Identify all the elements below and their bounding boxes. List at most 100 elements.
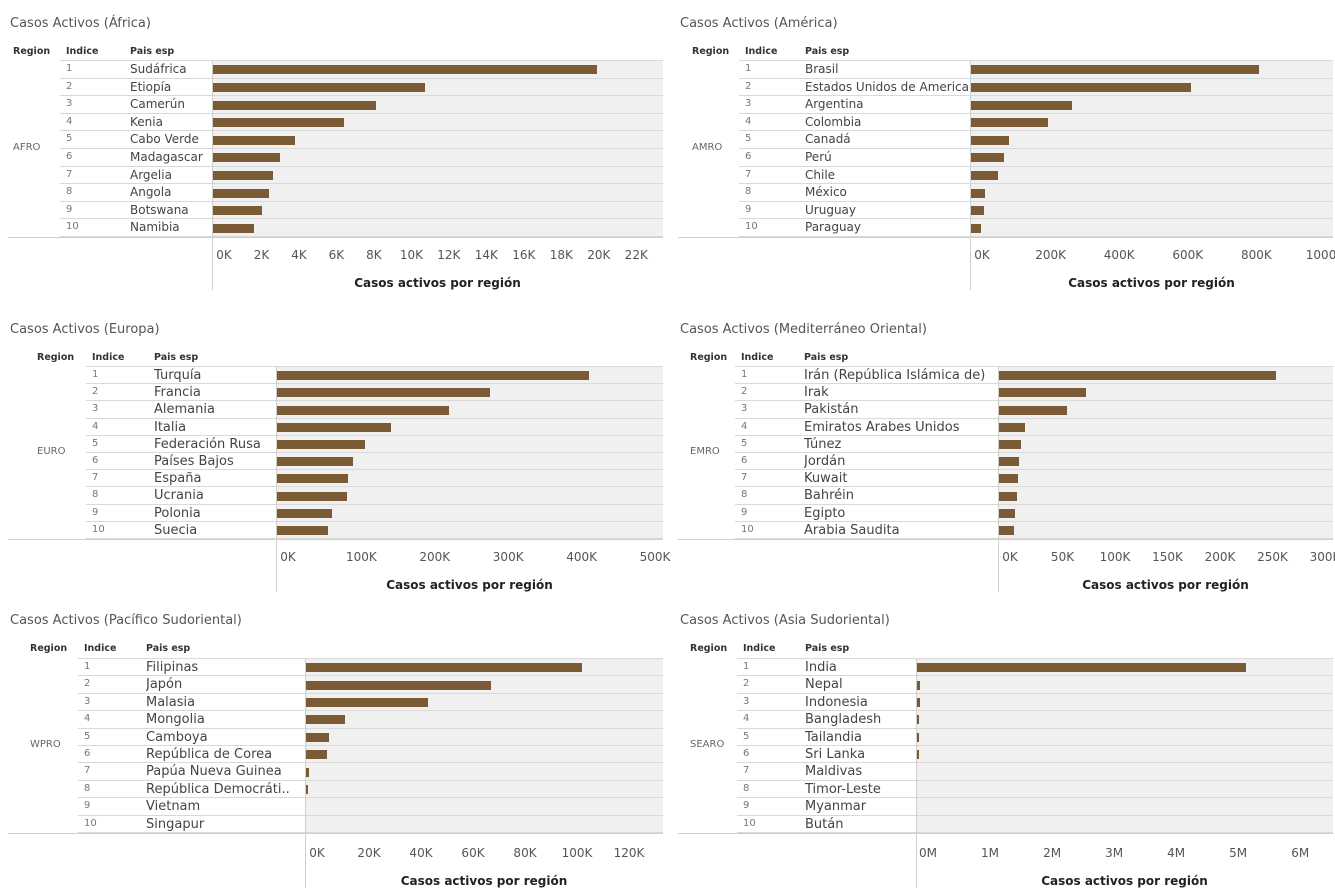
bar-sri-lanka[interactable] — [917, 750, 919, 760]
bar-jord-n[interactable] — [999, 457, 1019, 467]
bar-irak[interactable] — [999, 388, 1087, 398]
row-separator — [737, 762, 1333, 764]
bar-egipto[interactable] — [999, 508, 1015, 518]
plot-row-background — [305, 798, 663, 815]
row-separator — [735, 486, 1333, 488]
country-label: España — [154, 471, 202, 487]
row-index: 1 — [741, 369, 748, 380]
bar-estados-unidos-de-america[interactable] — [971, 82, 1191, 92]
table-top-border — [86, 366, 663, 367]
bar-ir-n-rep-blica-isl-mica-de-[interactable] — [999, 371, 1277, 381]
region-header: Region — [690, 643, 728, 654]
row-index: 5 — [66, 133, 73, 145]
bar-namibia[interactable] — [213, 223, 255, 233]
row-separator — [78, 832, 663, 833]
bar-francia[interactable] — [277, 388, 490, 398]
x-tick-label: 20K — [587, 248, 611, 262]
bar-botswana[interactable] — [213, 206, 262, 216]
bar-arabia-saudita[interactable] — [999, 525, 1014, 535]
bar-italia[interactable] — [277, 422, 391, 432]
row-index: 5 — [745, 133, 752, 145]
country-label: Chile — [805, 167, 836, 182]
country-label: Jordán — [804, 454, 846, 469]
region-code: SEARO — [690, 739, 725, 750]
row-index: 2 — [743, 678, 750, 690]
region-header: Region — [30, 643, 68, 654]
bar-kenia[interactable] — [213, 118, 345, 128]
bar-emiratos-rabes-unidos[interactable] — [999, 422, 1026, 432]
table-bottom-border — [678, 237, 1333, 238]
plot-row-background — [916, 815, 1333, 832]
plot-row-background — [970, 201, 1333, 219]
country-label: Tailandia — [805, 729, 863, 745]
row-index: 6 — [743, 748, 750, 759]
bar-alemania[interactable] — [277, 405, 450, 415]
row-index: 5 — [741, 437, 748, 449]
row-index: 9 — [741, 506, 748, 518]
bar-rep-blica-de-corea[interactable] — [306, 750, 327, 760]
bar-suecia[interactable] — [277, 525, 329, 535]
bar-brasil[interactable] — [971, 65, 1260, 75]
row-separator — [86, 383, 663, 385]
row-separator — [739, 77, 1333, 79]
bar-tailandia[interactable] — [917, 732, 919, 742]
bar-malasia[interactable] — [306, 698, 429, 707]
bar-bangladesh[interactable] — [917, 715, 919, 725]
x-tick-label: 22K — [624, 248, 648, 262]
bar-polonia[interactable] — [277, 508, 333, 518]
bar-pakist-n[interactable] — [999, 405, 1068, 415]
bar-pap-a-nueva-guinea[interactable] — [306, 767, 309, 777]
bar-sud-frica[interactable] — [213, 65, 598, 75]
country-label: Maldivas — [805, 764, 863, 780]
row-index: 1 — [745, 63, 752, 74]
bar-ucrania[interactable] — [277, 491, 348, 501]
bar-etiop-a[interactable] — [213, 82, 425, 92]
row-index: 8 — [741, 489, 748, 501]
bar-espa-a[interactable] — [277, 474, 349, 484]
bar-federaci-n-rusa[interactable] — [277, 439, 366, 449]
bar-india[interactable] — [917, 663, 1246, 673]
row-index: 8 — [66, 186, 73, 198]
row-separator — [735, 400, 1333, 402]
bar-colombia[interactable] — [971, 118, 1049, 128]
bar-argelia[interactable] — [213, 170, 273, 180]
plot-row-background — [916, 746, 1333, 763]
bar-angola[interactable] — [213, 188, 270, 198]
row-index: 2 — [745, 80, 752, 92]
bar-turqu-a[interactable] — [277, 371, 589, 381]
row-index: 10 — [92, 523, 105, 535]
bar-per-[interactable] — [971, 153, 1004, 163]
bar-m-xico[interactable] — [971, 188, 985, 198]
bar-indonesia[interactable] — [917, 698, 920, 707]
bar-pa-ses-bajos[interactable] — [277, 457, 353, 467]
bar-paraguay[interactable] — [971, 223, 982, 233]
bar-filipinas[interactable] — [306, 663, 582, 673]
bar-camboya[interactable] — [306, 732, 330, 742]
index-header: Indice — [84, 643, 117, 654]
bar-rep-blica-democr-ti-[interactable] — [306, 785, 308, 794]
row-index: 4 — [745, 115, 752, 127]
bar-camer-n[interactable] — [213, 100, 377, 110]
plot-row-background — [970, 184, 1333, 201]
bar-mongolia[interactable] — [306, 715, 345, 725]
country-label: Ucrania — [154, 488, 204, 504]
bar-bahr-in[interactable] — [999, 491, 1017, 501]
country-label: Vietnam — [146, 799, 201, 815]
bar-kuwait[interactable] — [999, 474, 1018, 484]
bar-madagascar[interactable] — [213, 153, 281, 163]
bar-chile[interactable] — [971, 170, 999, 180]
row-index: 2 — [84, 678, 91, 690]
region-code: AFRO — [13, 142, 41, 153]
bar-cabo-verde[interactable] — [213, 135, 296, 145]
row-index: 6 — [741, 455, 748, 466]
bar-jap-n[interactable] — [306, 680, 491, 690]
bar-argentina[interactable] — [971, 100, 1073, 110]
country-label: Turquía — [154, 368, 202, 383]
bar-t-nez[interactable] — [999, 439, 1022, 449]
bar-nepal[interactable] — [917, 680, 921, 690]
row-separator — [86, 452, 663, 453]
bar-uruguay[interactable] — [971, 206, 984, 216]
plot-row-background — [998, 504, 1333, 521]
x-tick-label: 0K — [216, 248, 232, 262]
bar-canad-[interactable] — [971, 135, 1009, 145]
